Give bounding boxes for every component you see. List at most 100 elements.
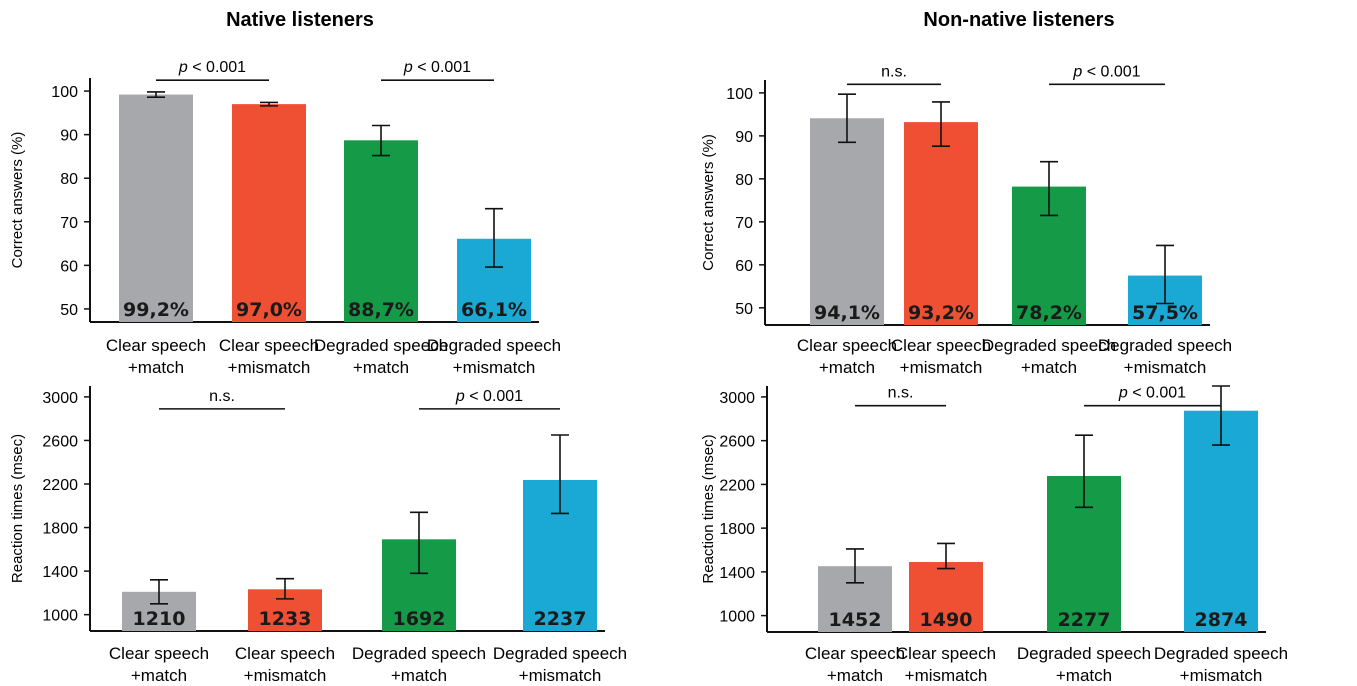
- p-symbol: p: [455, 388, 469, 405]
- category-label: Clear speech: [219, 336, 319, 355]
- chart-panel-1: 50 60 70 80 90 100 Correct answers (%) 94,1% Cle…: [700, 63, 1232, 377]
- bar: [1184, 410, 1258, 632]
- category-label: +match: [1056, 666, 1112, 685]
- category-label: Degraded speech: [352, 644, 486, 663]
- bar: [904, 122, 978, 326]
- category-label: Clear speech: [109, 644, 209, 663]
- significance-label: n.s.: [888, 385, 914, 402]
- significance-value: n.s.: [209, 388, 235, 405]
- bar-value-label: 94,1%: [814, 302, 880, 324]
- bar-value-label: 1210: [133, 608, 186, 630]
- chart-panel-3: 1000 1400 1800 2200 2600 3000 Reaction times (…: [700, 385, 1288, 685]
- bar-value-label: 66,1%: [461, 299, 527, 321]
- category-label: Degraded speech: [427, 336, 561, 355]
- p-symbol: p: [403, 59, 417, 76]
- bar-value-label: 2874: [1195, 609, 1248, 631]
- category-label: +mismatch: [519, 666, 602, 685]
- bar-value-label: 97,0%: [236, 299, 302, 321]
- y-tick-label: 50: [735, 301, 753, 318]
- title-non-native: Non-native listeners: [923, 9, 1114, 31]
- p-symbol: p: [1072, 63, 1086, 80]
- category-label: +mismatch: [1124, 358, 1207, 377]
- bar-value-label: 99,2%: [123, 299, 189, 321]
- significance-value: < 0.001: [192, 59, 246, 76]
- bar-value-label: 93,2%: [908, 302, 974, 324]
- y-tick-label: 60: [60, 258, 78, 275]
- category-label: +mismatch: [228, 358, 311, 377]
- y-axis-label: Reaction times (msec): [700, 434, 717, 583]
- y-tick-label: 70: [735, 215, 753, 232]
- bar-value-label: 2237: [534, 608, 587, 630]
- y-tick-label: 80: [60, 171, 78, 188]
- significance-value: < 0.001: [417, 59, 471, 76]
- bar-value-label: 1233: [259, 608, 312, 630]
- p-symbol: p: [178, 59, 192, 76]
- category-label: Clear speech: [797, 336, 897, 355]
- bar-value-label: 57,5%: [1132, 302, 1198, 324]
- category-label: +mismatch: [900, 358, 983, 377]
- y-tick-label: 90: [735, 129, 753, 146]
- y-tick-label: 100: [51, 84, 78, 101]
- y-tick-label: 50: [60, 302, 78, 319]
- y-tick-label: 1400: [719, 565, 755, 582]
- category-label: Degraded speech: [982, 336, 1116, 355]
- category-label: Degraded speech: [1154, 644, 1288, 663]
- category-label: +match: [827, 666, 883, 685]
- y-axis-label: Reaction times (msec): [9, 434, 26, 583]
- bar: [344, 140, 418, 322]
- y-tick-label: 70: [60, 215, 78, 232]
- y-tick-label: 90: [60, 128, 78, 145]
- bar: [909, 562, 983, 632]
- significance-value: n.s.: [881, 63, 907, 80]
- y-tick-label: 1000: [42, 608, 78, 625]
- chart-panel-0: 50 60 70 80 90 100 Correct answers (%) 99,2% Cle…: [9, 59, 561, 377]
- significance-label: p < 0.001: [178, 59, 246, 76]
- significance-value: < 0.001: [469, 388, 523, 405]
- category-label: +match: [131, 666, 187, 685]
- y-tick-label: 1800: [42, 521, 78, 538]
- category-label: +match: [128, 358, 184, 377]
- y-tick-label: 2200: [719, 477, 755, 494]
- category-label: Degraded speech: [493, 644, 627, 663]
- bar: [810, 118, 884, 325]
- bar-value-label: 1490: [920, 609, 973, 631]
- significance-label: p < 0.001: [1072, 63, 1140, 80]
- category-label: Degraded speech: [1098, 336, 1232, 355]
- bar: [232, 104, 306, 323]
- y-axis-label: Correct answers (%): [9, 132, 26, 269]
- significance-label: p < 0.001: [1118, 385, 1186, 402]
- category-label: +match: [1021, 358, 1077, 377]
- significance-value: n.s.: [888, 385, 914, 402]
- category-label: Clear speech: [235, 644, 335, 663]
- y-axis-label: Correct answers (%): [700, 134, 717, 271]
- category-label: Clear speech: [106, 336, 206, 355]
- y-tick-label: 2200: [42, 477, 78, 494]
- charts-container: 50 60 70 80 90 100 Correct answers (%) 99,2% Cle…: [9, 59, 1288, 685]
- significance-label: n.s.: [881, 63, 907, 80]
- bar: [119, 94, 193, 322]
- significance-label: n.s.: [209, 388, 235, 405]
- category-label: Degraded speech: [1017, 644, 1151, 663]
- category-label: +mismatch: [905, 666, 988, 685]
- category-label: Clear speech: [891, 336, 991, 355]
- p-symbol: p: [1118, 385, 1132, 402]
- bar-value-label: 2277: [1058, 609, 1111, 631]
- chart-panel-2: 1000 1400 1800 2200 2600 3000 Reaction times (…: [9, 386, 627, 685]
- y-tick-label: 3000: [42, 390, 78, 407]
- y-tick-label: 2600: [719, 434, 755, 451]
- bar-value-label: 88,7%: [348, 299, 414, 321]
- category-label: +mismatch: [244, 666, 327, 685]
- y-tick-label: 80: [735, 172, 753, 189]
- y-tick-label: 1800: [719, 521, 755, 538]
- significance-label: p < 0.001: [403, 59, 471, 76]
- y-tick-label: 100: [726, 86, 753, 103]
- category-label: +match: [819, 358, 875, 377]
- category-label: +mismatch: [1180, 666, 1263, 685]
- significance-value: < 0.001: [1087, 63, 1141, 80]
- category-label: +match: [353, 358, 409, 377]
- category-label: Degraded speech: [314, 336, 448, 355]
- bar-value-label: 1692: [393, 608, 446, 630]
- significance-value: < 0.001: [1132, 385, 1186, 402]
- y-tick-label: 60: [735, 258, 753, 275]
